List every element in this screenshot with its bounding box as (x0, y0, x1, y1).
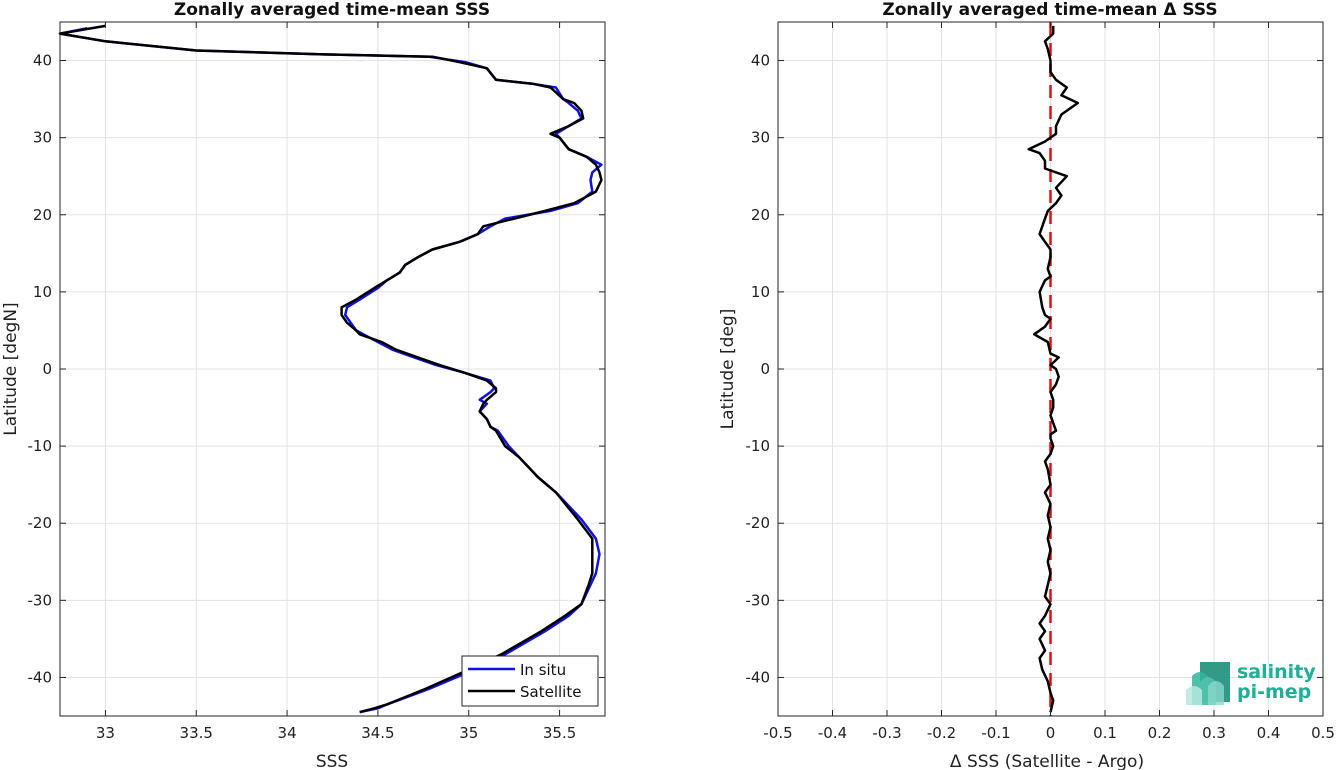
delta-sss-x-tick-label: -0.4 (818, 724, 847, 742)
logo-text-salinity: salinity (1237, 661, 1316, 683)
delta-sss-x-tick-label: -0.2 (927, 724, 956, 742)
sss-y-tick-label: -20 (28, 514, 53, 532)
sss-legend-box (461, 655, 599, 707)
sss-x-axis-label: SSS (316, 752, 348, 770)
sss-x-tick-label: 33.5 (180, 724, 213, 742)
sss-y-tick-label: 0 (42, 360, 52, 378)
delta-sss-y-tick-label: 40 (751, 52, 770, 70)
sss-y-tick-label: -10 (28, 437, 53, 455)
delta-sss-y-axis-label: Latitude [deg] (718, 309, 738, 430)
delta-sss-y-tick-label: 0 (760, 360, 770, 378)
delta-sss-y-tick-label: 20 (751, 206, 770, 224)
delta-sss-y-tick-label: 30 (751, 129, 770, 147)
sss-y-tick-label: 10 (33, 283, 52, 301)
delta-sss-y-tick-label: -20 (746, 514, 771, 532)
sss-series-line-in-situ (58, 26, 603, 714)
delta-sss-series-line-delta (1027, 25, 1080, 713)
logo-text-pi-mep: pi-mep (1237, 681, 1311, 703)
legend-label-in-situ: In situ (520, 661, 566, 679)
sss-x-tick-label: 34.5 (361, 724, 394, 742)
sss-series-line-satellite (58, 24, 603, 714)
delta-sss-x-axis-label: Δ SSS (Satellite - Argo) (950, 752, 1144, 770)
delta-sss-panel: -0.5 -0.4 -0.3 -0.2 -0.1 0 0.1 0.2 0.3 0.4 0.5 -40 -… (718, 0, 1335, 770)
sss-y-tick-label: -30 (28, 591, 53, 609)
sss-y-axis-label: Latitude [degN] (1, 302, 21, 435)
delta-sss-y-tick-label: -40 (746, 668, 771, 686)
sss-y-tick-label: 20 (33, 206, 52, 224)
delta-sss-y-tick-label: -30 (746, 591, 771, 609)
salinity-pi-mep-logo: salinity pi-mep (1186, 661, 1316, 705)
delta-sss-chart-title: Zonally averaged time-mean Δ SSS (882, 0, 1217, 20)
sss-x-tick-label: 35.5 (543, 724, 576, 742)
sss-chart-title: Zonally averaged time-mean SSS (174, 0, 490, 20)
delta-sss-ticks: -0.5 -0.4 -0.3 -0.2 -0.1 0 0.1 0.2 0.3 0.4 0.5 -40 -… (746, 22, 1335, 742)
sss-x-tick-label: 33 (96, 724, 115, 742)
legend-label-satellite: Satellite (520, 683, 581, 701)
sss-panel: 33 33.5 34 34.5 35 35.5-40-30-20-10010203040 … (1, 0, 606, 770)
sss-y-tick-label: 40 (33, 52, 52, 70)
delta-sss-y-tick-label: 10 (751, 283, 770, 301)
delta-sss-x-tick-label: -0.1 (981, 724, 1010, 742)
sss-y-tick-label: -40 (28, 668, 53, 686)
delta-sss-x-tick-label: 0.3 (1202, 724, 1226, 742)
sss-legend: In situ Satellite (461, 655, 599, 707)
sss-ticks: 33 33.5 34 34.5 35 35.5 -40 -30 -20 -10 0 10 20 30 40 (28, 22, 605, 742)
sss-x-tick-label: 35 (459, 724, 478, 742)
sss-series-group (58, 24, 603, 714)
delta-sss-x-tick-label: 0 (1046, 724, 1056, 742)
delta-sss-y-tick-label: -10 (746, 437, 771, 455)
delta-sss-x-tick-label: 0.2 (1148, 724, 1172, 742)
sss-x-tick-label: 34 (278, 724, 297, 742)
delta-sss-x-tick-label: 0.4 (1257, 724, 1281, 742)
sss-y-tick-label: 30 (33, 129, 52, 147)
delta-sss-series-group (1027, 25, 1080, 713)
delta-sss-x-tick-label: -0.5 (763, 724, 792, 742)
sss-grid (60, 22, 605, 716)
logo-wave-icon (1186, 662, 1230, 705)
delta-sss-x-tick-label: 0.5 (1311, 724, 1335, 742)
delta-sss-x-tick-label: -0.3 (872, 724, 901, 742)
delta-sss-x-tick-label: 0.1 (1093, 724, 1117, 742)
